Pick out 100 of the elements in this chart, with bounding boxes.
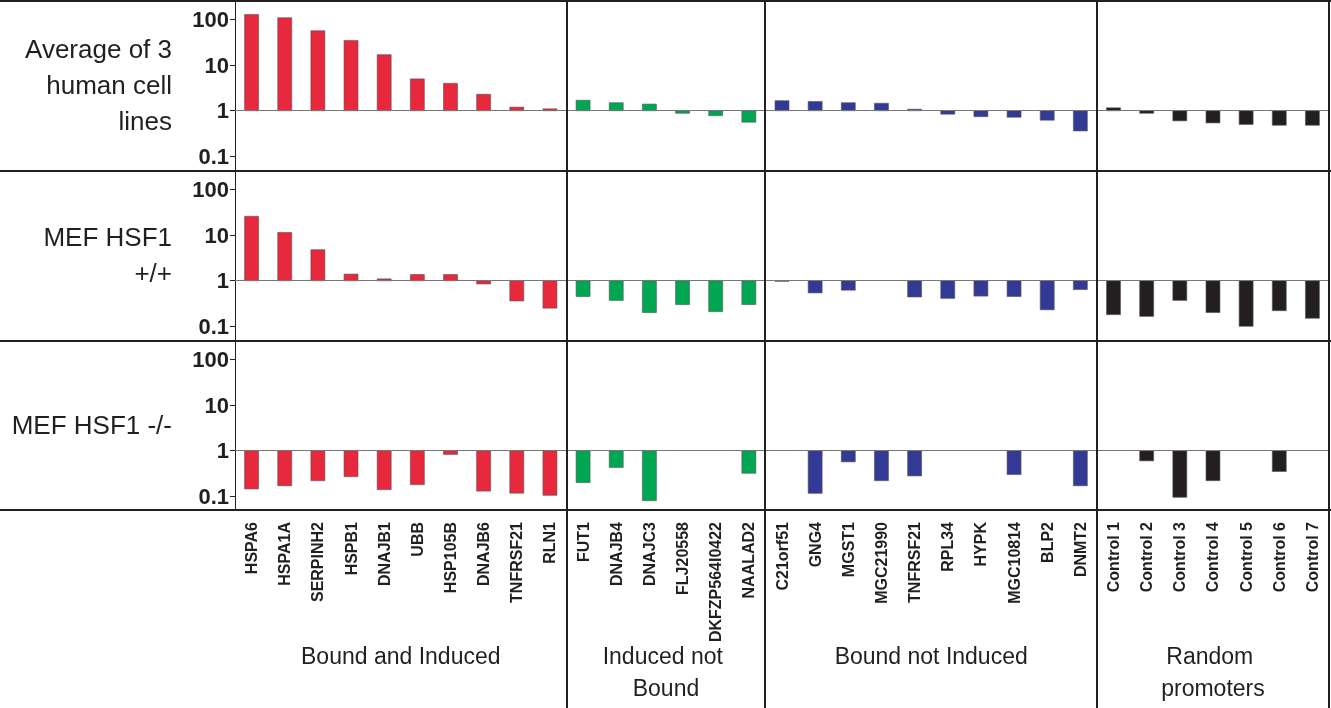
bar <box>807 101 823 112</box>
bar <box>1139 110 1154 114</box>
text: Induced not Bound <box>602 643 730 701</box>
bar <box>1205 110 1221 124</box>
bar <box>310 249 326 282</box>
bar <box>907 280 922 298</box>
text: Bound and Induced <box>301 643 501 669</box>
bar <box>443 83 458 112</box>
x-tick-label: Control 3 <box>1171 521 1189 593</box>
x-tick-label: Control 7 <box>1303 521 1321 593</box>
x-tick-label: RLN1 <box>541 521 559 564</box>
bar <box>310 30 326 112</box>
bar <box>675 280 690 305</box>
bar <box>1139 280 1154 317</box>
bar <box>608 280 624 301</box>
bar <box>973 110 989 117</box>
x-tick-label: RPL34 <box>939 521 957 572</box>
x-tick-label: DNAJC3 <box>640 521 658 587</box>
x-tick-label: C21orf51 <box>773 521 791 591</box>
y-axis-title: MEF HSF1 -/- <box>11 409 172 442</box>
x-tick-label: FLJ20558 <box>674 521 692 595</box>
bar <box>973 280 989 297</box>
y-tick-label: 10 <box>204 52 229 78</box>
bar <box>1172 280 1188 301</box>
bar <box>675 110 690 114</box>
bar <box>741 280 757 305</box>
bar <box>1238 110 1254 125</box>
bar <box>1039 110 1055 121</box>
y-tick-label: 1 <box>216 98 229 124</box>
x-tick-label: Control 4 <box>1204 521 1222 593</box>
x-tick-label: NAALAD2 <box>740 521 758 599</box>
x-tick-label: HSPA6 <box>243 521 261 575</box>
bar <box>1006 280 1022 297</box>
bar <box>708 280 723 312</box>
x-tick-label: Control 6 <box>1270 521 1288 593</box>
bar <box>807 280 823 294</box>
x-tick-label: TNFRSF21 <box>508 521 526 603</box>
x-tick-label: Control 2 <box>1138 521 1156 593</box>
bar <box>1006 110 1022 118</box>
bar <box>642 280 657 313</box>
y-axis-title: Average of 3 human cell lines <box>24 33 172 138</box>
y-tick-label: 10 <box>204 222 229 248</box>
bar <box>1073 280 1088 290</box>
bar <box>277 232 293 282</box>
y-tick-label: 100 <box>192 177 229 203</box>
bar <box>1271 280 1287 311</box>
x-tick-label: UBB <box>408 522 426 557</box>
x-tick-label: HSPA1A <box>276 521 294 586</box>
x-tick-label: Control 1 <box>1105 521 1123 593</box>
x-tick-label: TNFRSF21 <box>906 521 924 603</box>
x-tick-label: Control 5 <box>1237 521 1255 593</box>
x-tick-label: HSPB1 <box>342 521 360 576</box>
y-axis-title: MEF HSF1 +/+ <box>42 221 172 290</box>
x-tick-label: FUT1 <box>574 521 592 562</box>
bar <box>1205 280 1221 313</box>
bar <box>244 14 259 112</box>
bar <box>509 280 525 302</box>
bar <box>774 100 790 112</box>
bar <box>1039 280 1055 311</box>
bar <box>575 280 591 297</box>
x-tick-label: HYPK <box>972 521 990 567</box>
bar <box>1073 110 1088 132</box>
bar <box>542 280 558 309</box>
bar <box>376 54 392 112</box>
y-tick-label: 100 <box>192 7 229 33</box>
x-tick-label: DNAJB6 <box>475 521 493 587</box>
bar <box>1305 280 1320 319</box>
bar <box>476 280 491 285</box>
x-tick-label: BLP2 <box>1038 521 1056 563</box>
x-tick-label: MGST1 <box>839 521 857 578</box>
bar <box>1305 110 1320 126</box>
x-tick-label: DNMT2 <box>1071 521 1089 578</box>
x-tick-label: SERPINH2 <box>309 521 327 603</box>
x-tick-label: DNAJB1 <box>375 521 393 587</box>
bar <box>1172 110 1188 122</box>
bar <box>244 215 259 282</box>
bar <box>476 93 491 112</box>
y-tick-label: 0.1 <box>198 143 229 169</box>
y-tick-label: 0.1 <box>198 483 229 509</box>
bar <box>343 40 359 112</box>
bar <box>1106 280 1121 315</box>
x-tick-label: HSP105B <box>441 522 459 594</box>
x-tick-label: MGC10814 <box>1005 521 1023 604</box>
y-tick-label: 10 <box>204 392 229 418</box>
y-tick-label: 1 <box>216 268 229 294</box>
bar <box>940 110 956 115</box>
x-tick-label: DKFZP564I0422 <box>707 521 725 643</box>
bar <box>410 78 425 112</box>
bar <box>708 110 723 116</box>
text: Random promoters <box>1161 643 1265 701</box>
bar <box>1271 110 1287 126</box>
bar <box>277 17 293 112</box>
text: Bound not Induced <box>834 643 1028 669</box>
bar <box>841 280 856 291</box>
bar <box>575 99 591 112</box>
y-tick-label: 1 <box>216 438 229 464</box>
bar <box>940 280 956 299</box>
bar <box>741 110 757 123</box>
y-tick-label: 0.1 <box>198 313 229 339</box>
y-tick-label: 100 <box>192 347 229 373</box>
